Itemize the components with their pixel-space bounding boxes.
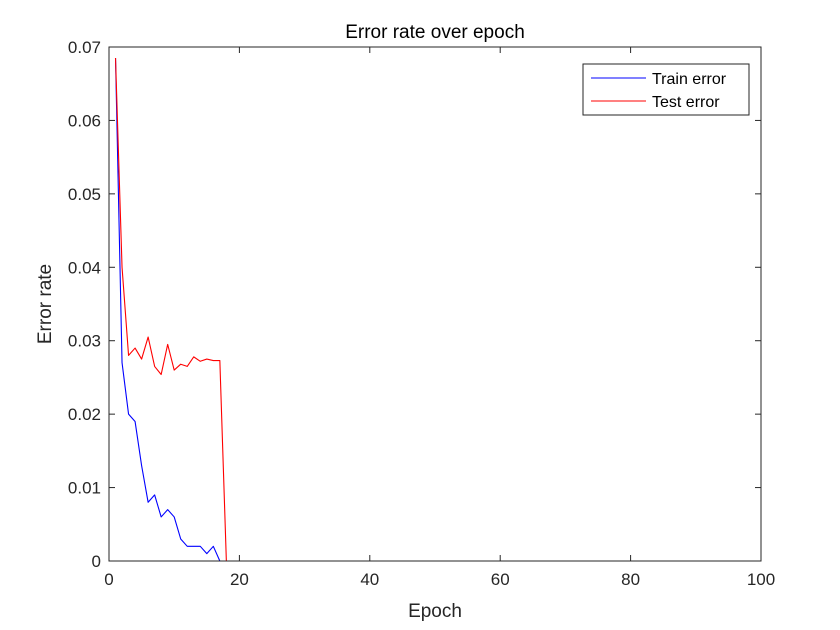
legend: Train error Test error <box>582 63 750 116</box>
x-tick-label: 40 <box>360 570 379 589</box>
legend-label: Test error <box>652 94 720 111</box>
y-tick-label: 0.02 <box>68 405 101 424</box>
axes-box <box>108 46 762 562</box>
y-tick-label: 0.04 <box>68 258 101 277</box>
y-tick-label: 0.05 <box>68 185 101 204</box>
y-axis-title: Error rate <box>35 264 56 344</box>
y-tick-label: 0.01 <box>68 479 101 498</box>
tick-layer: 0 20 40 60 80 100 0 0.01 0.02 0.03 0.04 0.05 0.06 0.0… <box>68 38 775 589</box>
legend-box <box>582 63 750 116</box>
y-tick-label: 0.03 <box>68 332 101 351</box>
x-tick-label: 20 <box>230 570 249 589</box>
x-tick-label: 80 <box>621 570 640 589</box>
x-axis-title: Epoch <box>408 601 462 622</box>
legend-label: Train error <box>652 71 727 88</box>
y-tick-label: 0.06 <box>68 111 101 130</box>
y-tick-label: 0 <box>92 552 101 571</box>
x-tick-label: 0 <box>104 570 113 589</box>
x-tick-label: 100 <box>747 570 775 589</box>
chart-title: Error rate over epoch <box>345 22 525 43</box>
x-tick-label: 60 <box>491 570 510 589</box>
plot-area <box>109 47 761 561</box>
y-tick-label: 0.07 <box>68 38 101 57</box>
